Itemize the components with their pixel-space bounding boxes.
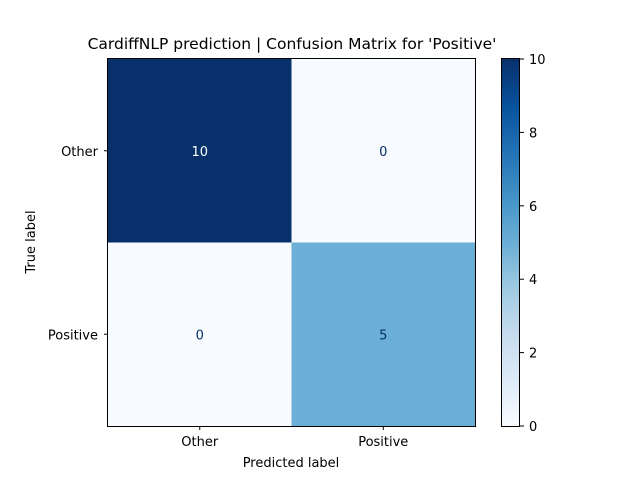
colorbar-tick-label: 0 (529, 420, 537, 435)
colorbar (501, 58, 520, 427)
heatmap-cell-value: 0 (379, 145, 387, 160)
x-tick-label: Positive (358, 435, 408, 450)
heatmap-cells (108, 59, 476, 427)
heatmap-cell-value: 10 (191, 145, 208, 160)
colorbar-ticks: 0 2 4 6 8 10 (520, 53, 546, 435)
heatmap-cell-value: 0 (196, 328, 204, 343)
colorbar-tick-label: 6 (529, 200, 537, 215)
y-tick-label: Other (61, 145, 99, 160)
y-axis-label: True label (24, 210, 39, 274)
heatmap-cell (291, 242, 476, 427)
x-axis-label: Predicted label (243, 456, 340, 471)
heatmap-cell (108, 242, 292, 427)
heatmap-cell-labels: 10 0 0 5 (191, 145, 387, 344)
colorbar-tick-label: 10 (529, 53, 546, 68)
heatmap-cell-value: 5 (379, 328, 387, 343)
heatmap-cell (291, 59, 476, 243)
y-tick-label: Positive (48, 328, 98, 343)
chart-title: CardiffNLP prediction | Confusion Matrix… (88, 35, 497, 53)
x-axis-ticks: Other Positive (181, 426, 408, 450)
heatmap-cell (108, 59, 292, 243)
colorbar-tick-label: 2 (529, 347, 537, 362)
colorbar-tick-label: 4 (529, 273, 537, 288)
plot-frame (107, 58, 476, 427)
x-tick-label: Other (181, 435, 219, 450)
colorbar-tick-label: 8 (529, 126, 537, 141)
y-axis-ticks: Other Positive (48, 145, 108, 343)
